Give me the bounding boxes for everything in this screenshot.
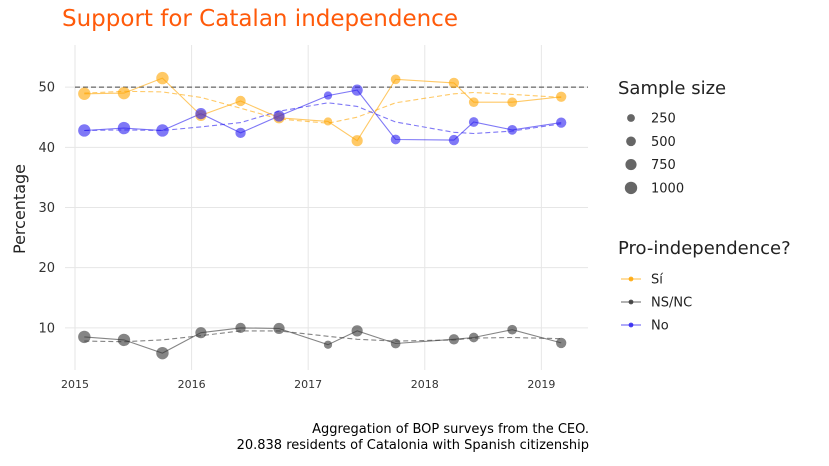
data-point: [235, 95, 246, 107]
data-point: [195, 108, 207, 120]
data-point: [351, 135, 363, 147]
y-tick-label: 30: [38, 201, 55, 216]
data-point: [351, 325, 363, 337]
data-point: [468, 332, 479, 343]
trend-line: [84, 90, 562, 124]
legend-size-marker: [627, 114, 635, 122]
x-axis: 2015 2016 2017 2018 2019: [61, 378, 555, 391]
data-point: [468, 117, 479, 127]
data-point: [273, 322, 285, 335]
data-point: [507, 324, 518, 335]
y-axis-label: Percentage: [10, 164, 29, 254]
x-tick-label: 2019: [527, 378, 555, 391]
data-point: [468, 97, 479, 108]
data-point: [195, 327, 207, 339]
x-tick-label: 2018: [411, 378, 439, 391]
data-point: [117, 86, 131, 100]
chart-title: Support for Catalan independence: [62, 6, 458, 32]
data-point: [390, 134, 401, 145]
data-point: [78, 330, 91, 344]
x-tick-label: 2017: [294, 378, 322, 391]
caption-line-2: 20.838 residents of Catalonia with Spani…: [236, 438, 589, 453]
x-tick-label: 2015: [61, 378, 89, 391]
trend-line: [84, 102, 562, 135]
data-point: [235, 127, 246, 139]
data-point: [448, 77, 460, 89]
legend-series-marker: [628, 299, 634, 305]
data-point: [235, 322, 246, 334]
legend-size-label: 500: [651, 135, 676, 150]
y-tick-label: 10: [38, 321, 55, 336]
data-point: [448, 334, 460, 345]
legend-size-label: 750: [651, 158, 676, 173]
y-tick-label: 40: [38, 141, 55, 156]
data-point: [556, 117, 567, 128]
legend-series-label: NS/NC: [651, 296, 692, 311]
data-point: [323, 91, 333, 100]
data-point: [78, 87, 91, 100]
data-point: [156, 346, 169, 360]
series-lines: [84, 77, 562, 354]
data-point: [390, 74, 401, 85]
data-point: [156, 71, 169, 85]
data-point: [117, 121, 131, 135]
data-point: [448, 134, 460, 146]
data-point: [351, 84, 363, 96]
data-point: [556, 91, 567, 102]
y-tick-label: 20: [38, 261, 55, 276]
data-point: [117, 333, 131, 347]
data-point: [390, 338, 401, 349]
legend-series-marker: [628, 276, 634, 282]
legend-size-marker: [625, 159, 637, 171]
legend-series-label: No: [651, 319, 669, 334]
legend: 250 500 750 1000 Sí NS/NC No: [621, 112, 692, 334]
chart-caption: Aggregation of BOP surveys from the CEO.…: [237, 422, 589, 454]
trend-line: [84, 330, 562, 343]
data-point: [507, 125, 518, 135]
data-point: [78, 124, 91, 137]
trend-lines: [84, 90, 562, 343]
legend-size-title: Sample size: [618, 78, 727, 99]
legend-series-marker: [628, 322, 634, 328]
y-tick-label: 50: [38, 81, 55, 96]
legend-size-label: 250: [651, 112, 676, 127]
data-point: [556, 337, 567, 349]
series-points: [78, 71, 567, 360]
data-point: [323, 340, 333, 349]
data-point: [507, 97, 518, 108]
legend-size-marker: [626, 136, 636, 147]
legend-series-title: Pro-independence?: [618, 238, 791, 259]
legend-size-marker: [624, 181, 638, 195]
legend-series-label: Sí: [651, 273, 663, 288]
legend-size-label: 1000: [651, 181, 684, 196]
y-axis: 10 20 30 40 50: [38, 81, 55, 337]
caption-line-1: Aggregation of BOP surveys from the CEO.: [312, 422, 589, 437]
data-point: [323, 117, 333, 126]
x-tick-label: 2016: [178, 378, 206, 391]
series-line: [84, 327, 562, 354]
data-point: [273, 110, 285, 122]
data-point: [156, 124, 169, 137]
